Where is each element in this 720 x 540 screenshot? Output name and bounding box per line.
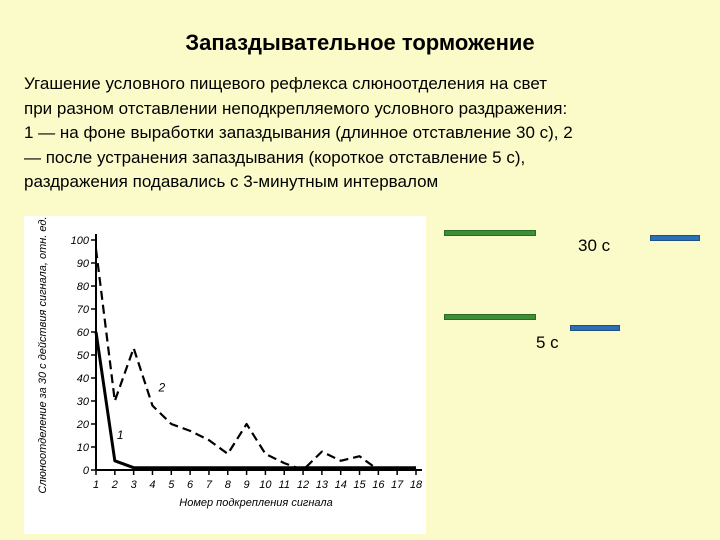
x-tick-label: 12	[297, 479, 309, 491]
y-tick-label: 100	[71, 235, 90, 247]
stimulus-bar-long	[444, 230, 536, 236]
y-tick-label: 90	[77, 258, 90, 270]
reinforcement-bar-long	[650, 235, 700, 241]
series-line-1	[94, 331, 416, 470]
x-tick-label: 14	[335, 479, 347, 491]
x-tick-label: 9	[244, 479, 250, 491]
x-tick-label: 10	[259, 479, 272, 491]
x-tick-label: 15	[353, 479, 366, 491]
x-tick-label: 2	[111, 479, 118, 491]
x-tick-label: 7	[206, 479, 213, 491]
series-label-2: 2	[157, 381, 165, 395]
y-tick-label: 10	[77, 442, 90, 454]
slide-title: Запаздывательное торможение	[185, 30, 535, 55]
x-tick-label: 13	[316, 479, 329, 491]
delay-label-5: 5 с	[536, 333, 559, 352]
x-tick-label: 18	[410, 479, 423, 491]
description-line: при разном отставлении неподкрепляемого …	[24, 98, 568, 118]
description-line: раздражения подавались с 3-минутным инте…	[24, 172, 439, 191]
y-tick-label: 80	[77, 281, 90, 293]
stimulus-bar-short	[444, 314, 536, 320]
y-tick-label: 50	[77, 350, 90, 362]
description-line: — после устранения запаздывания (коротко…	[24, 147, 526, 167]
slide-description: Угашение условного пищевого рефлекса слю…	[24, 72, 704, 195]
y-tick-label: 60	[77, 327, 90, 339]
x-tick-label: 1	[93, 479, 99, 491]
x-tick-label: 3	[131, 479, 138, 491]
delay-label-30: 30 с	[578, 236, 611, 255]
y-tick-label: 0	[83, 465, 90, 477]
x-axis-label: Номер подкрепления сигнала	[179, 497, 332, 509]
x-tick-label: 11	[279, 479, 290, 491]
y-tick-label: 70	[77, 304, 90, 316]
y-tick-label: 30	[77, 396, 90, 408]
x-tick-label: 4	[149, 479, 155, 491]
description-line: Угашение условного пищевого рефлекса слю…	[24, 74, 548, 93]
x-tick-label: 8	[225, 479, 232, 491]
series-line-2	[94, 249, 417, 472]
y-tick-label: 40	[77, 373, 90, 385]
chart-panel: 0 10 20 30 40 50 60 70 80 90 100 1 2 3 4 5 6 7 8 9 10 11 12 13 1…	[24, 216, 426, 534]
x-tick-label: 6	[187, 479, 194, 491]
x-tick-label: 17	[391, 479, 404, 491]
series-label-1: 1	[117, 428, 124, 442]
y-tick-label: 20	[76, 419, 90, 431]
x-tick-label: 16	[372, 479, 385, 491]
x-tick-label: 5	[168, 479, 175, 491]
reinforcement-bar-short	[570, 325, 620, 331]
y-axis-label: Слюноотделение за 30 с действия сигнала,…	[37, 216, 49, 493]
description-line: 1 — на фоне выработки запаздывания (длин…	[24, 123, 573, 142]
